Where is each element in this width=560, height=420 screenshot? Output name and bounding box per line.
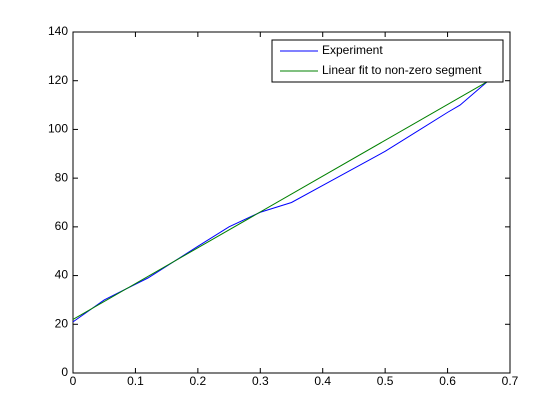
legend	[271, 39, 504, 83]
y-tick-label: 60	[55, 219, 69, 233]
y-tick-label: 40	[55, 268, 69, 282]
y-tick-label: 100	[48, 122, 68, 136]
y-tick-label: 120	[48, 73, 68, 87]
x-tick-label: 0.1	[127, 374, 144, 388]
y-tick-label: 80	[55, 170, 69, 184]
legend-label: Linear fit to non-zero segment	[322, 63, 482, 77]
legend-label: Experiment	[322, 43, 383, 57]
y-tick-label: 140	[48, 24, 68, 38]
series-line	[72, 75, 498, 320]
y-tick-label: 20	[55, 316, 69, 330]
x-tick-label: 0.3	[252, 374, 269, 388]
x-tick-label: 0.5	[377, 374, 394, 388]
y-tick-label: 0	[61, 365, 68, 379]
x-tick-label: 0	[70, 374, 77, 388]
x-tick-label: 0.4	[314, 374, 331, 388]
x-tick-label: 0.2	[190, 374, 207, 388]
series-line	[72, 77, 492, 323]
x-tick-label: 0.6	[439, 374, 456, 388]
x-tick-label: 0.7	[502, 374, 519, 388]
